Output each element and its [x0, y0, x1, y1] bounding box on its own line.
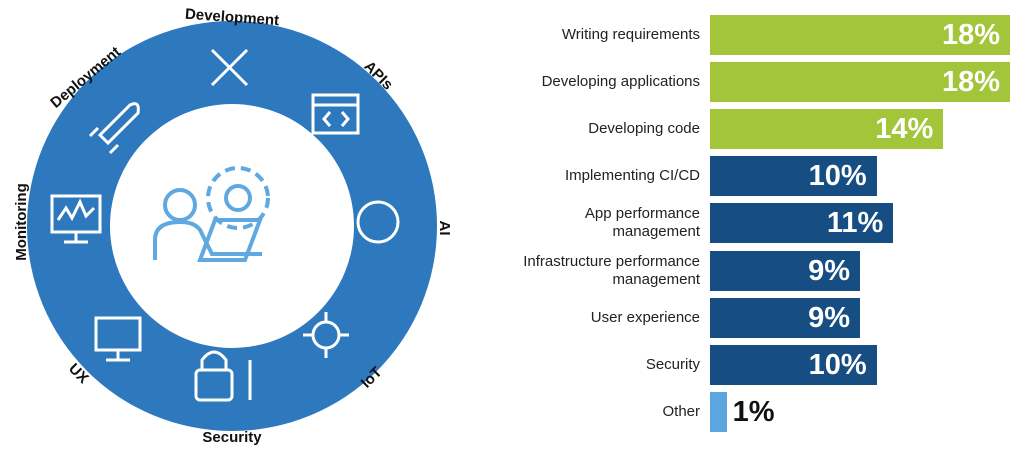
value-label: 9%	[808, 301, 850, 334]
category-label: App performance management	[584, 205, 700, 241]
category-label: Developing applications	[541, 73, 700, 91]
segment-label: Development	[184, 6, 279, 30]
value-label: 1%	[732, 395, 775, 428]
value-label: 9%	[808, 254, 850, 287]
value-label: 18%	[941, 19, 1000, 51]
segment-label: AI	[436, 221, 453, 236]
bar	[710, 109, 944, 150]
segment-icons	[50, 48, 400, 402]
value-label: 14%	[875, 113, 934, 146]
category-label: User experience	[590, 308, 700, 326]
category-label: Other	[662, 402, 700, 420]
category-label: Developing code	[588, 120, 700, 138]
value-label: 10%	[808, 160, 867, 193]
category-label: Writing requirements	[561, 26, 700, 43]
bar	[710, 250, 860, 291]
segment-label: Security	[202, 429, 262, 446]
bar	[710, 203, 894, 244]
segment-label: Monitoring	[13, 183, 30, 260]
bar	[710, 391, 727, 432]
bar	[710, 156, 877, 197]
center-icon	[153, 166, 270, 262]
bar	[710, 344, 877, 385]
bar	[710, 15, 1010, 55]
category-label: Infrastructure performance management	[523, 252, 700, 288]
bar	[710, 297, 860, 338]
value-label: 11%	[826, 207, 884, 240]
category-label: Security	[645, 355, 700, 373]
bar	[710, 62, 1010, 103]
value-label: 10%	[808, 348, 867, 381]
category-label: Implementing CI/CD	[564, 167, 700, 185]
ring-diagram: Development APIs AI IoT Security UX Moni…	[13, 6, 453, 446]
value-label: 18%	[941, 66, 1000, 99]
